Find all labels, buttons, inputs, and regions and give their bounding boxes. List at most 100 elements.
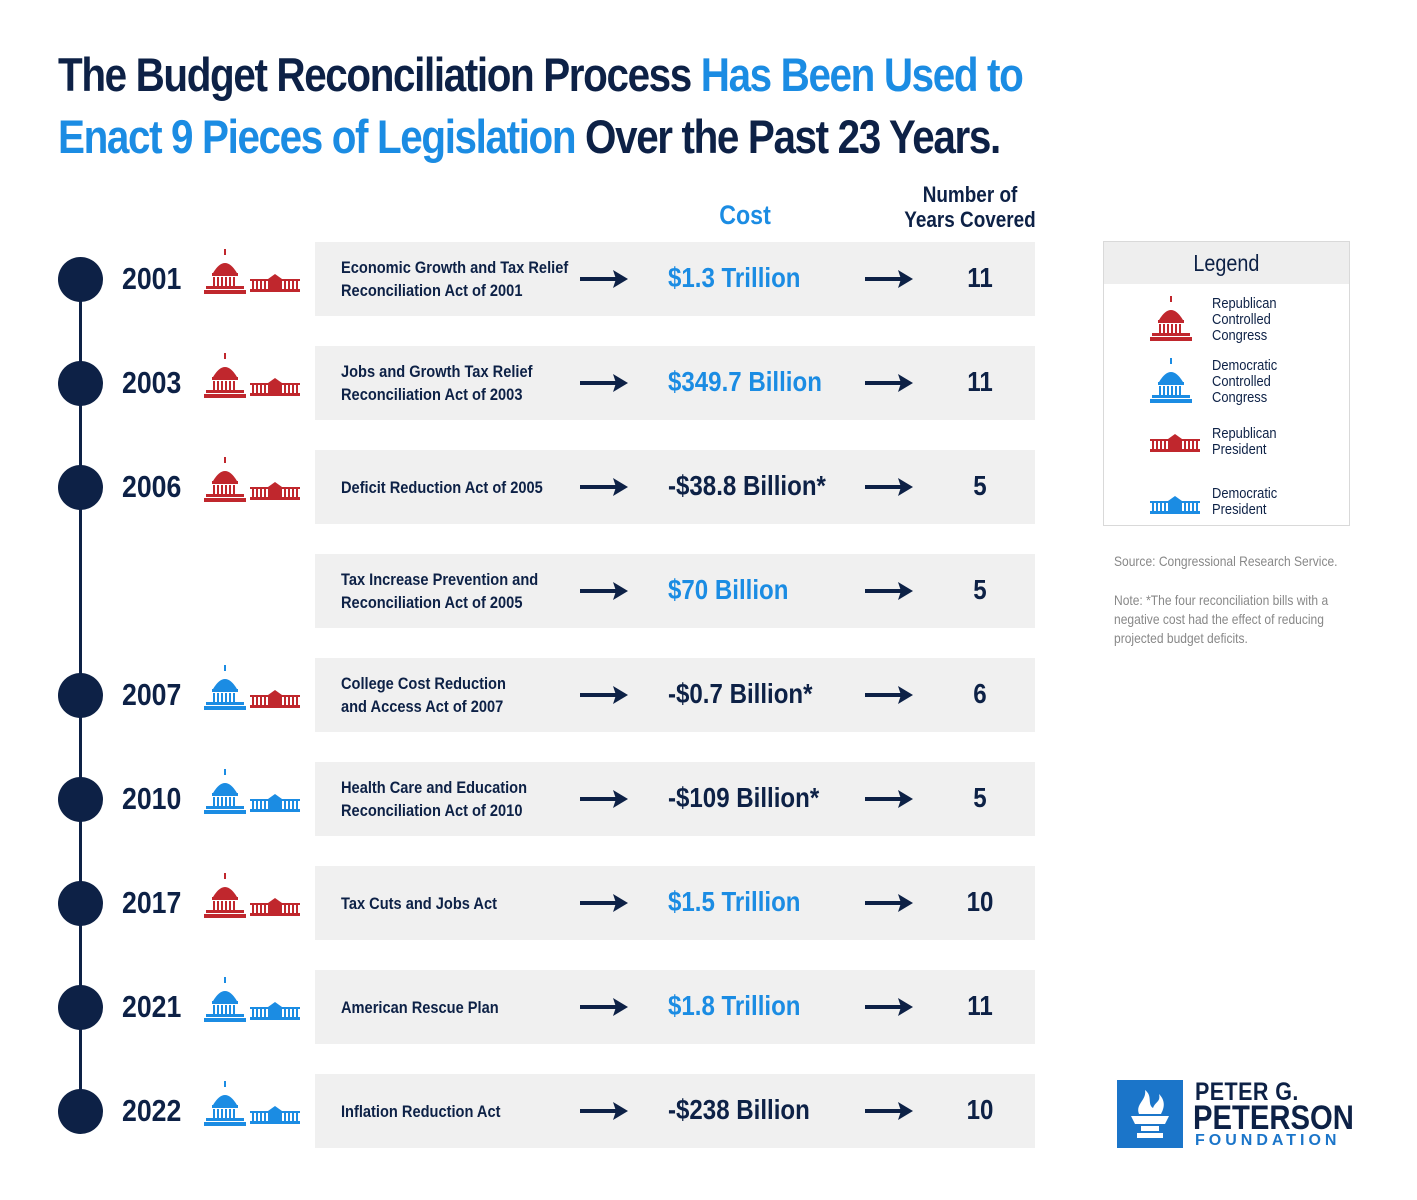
cost-value: -$238 Billion [668, 1094, 810, 1125]
legend-label-line: Democratic [1212, 357, 1278, 374]
legislation-name-line: Reconciliation Act of 2005 [341, 593, 523, 612]
legend-label: Democratic Controlled Congress [1212, 358, 1277, 406]
capitol-icon [1150, 296, 1192, 347]
timeline-dot [58, 881, 103, 926]
years-covered-value: 11 [967, 366, 993, 397]
timeline-dot [58, 673, 103, 718]
capitol-icon [204, 665, 246, 711]
legend-label-line: Democratic [1212, 485, 1278, 502]
legislation-name-line: Tax Cuts and Jobs Act [341, 893, 497, 913]
arrow-icon [865, 269, 915, 289]
years-covered-value: 5 [973, 782, 987, 813]
capitol-icon [204, 353, 246, 399]
cost-value: -$0.7 Billion* [668, 678, 813, 709]
source-note: Source: Congressional Research Service. [1114, 553, 1338, 569]
table-row [315, 1074, 1035, 1148]
legislation-name-line: Reconciliation Act of 2001 [341, 281, 523, 300]
legend-label-line: Republican [1212, 425, 1277, 442]
timeline-dot [58, 465, 103, 510]
timeline-dot [58, 1089, 103, 1134]
cost-column-header: Cost [719, 200, 771, 230]
title-part-3: Enact 9 Pieces of Legislation [58, 110, 577, 163]
legislation-name: Health Care and Education Reconciliation … [341, 776, 547, 822]
peterson-foundation-logo: PETER G. PETERSON FOUNDATION [1117, 1078, 1357, 1150]
arrow-icon [865, 581, 915, 601]
logo-line-2: PETERSON [1193, 1099, 1354, 1137]
table-row [315, 242, 1035, 316]
row-year: 2021 [122, 989, 182, 1024]
white-house-icon [250, 794, 300, 812]
table-row [315, 658, 1035, 732]
legend-label-line: Controlled [1212, 311, 1271, 328]
arrow-icon [580, 997, 630, 1017]
legislation-name: Tax Cuts and Jobs Act [341, 892, 547, 915]
arrow-icon [865, 373, 915, 393]
table-row [315, 450, 1035, 524]
arrow-icon [580, 1101, 630, 1121]
legend-label-line: Congress [1212, 327, 1268, 344]
title-part-2: Has Been Used to [700, 48, 1024, 101]
legend-label-line: Republican [1212, 295, 1277, 312]
legislation-name-line: Jobs and Growth Tax Relief [341, 362, 533, 381]
cost-value: -$109 Billion* [668, 782, 820, 813]
cost-value: $1.5 Trillion [668, 886, 801, 917]
legend-label: Democratic President [1212, 486, 1277, 518]
row-year: 2001 [122, 261, 182, 296]
arrow-icon [865, 893, 915, 913]
legislation-name-line: Reconciliation Act of 2010 [341, 801, 523, 820]
white-house-icon [250, 898, 300, 916]
arrow-icon [580, 373, 630, 393]
logo-line-1: PETER G. [1195, 1078, 1299, 1106]
footnote: Note: *The four reconciliation bills wit… [1114, 592, 1329, 646]
timeline-dot [58, 361, 103, 406]
cost-value: $349.7 Billion [668, 366, 822, 397]
legislation-name: American Rescue Plan [341, 996, 547, 1019]
legislation-name-line: American Rescue Plan [341, 997, 499, 1017]
years-covered-value: 11 [967, 262, 993, 293]
cost-value: $1.3 Trillion [668, 262, 801, 293]
arrow-icon [580, 789, 630, 809]
legend-label-line: Congress [1212, 389, 1268, 406]
capitol-icon [204, 457, 246, 503]
white-house-icon [250, 274, 300, 292]
legislation-name-line: Tax Increase Prevention and [341, 570, 539, 589]
legislation-name: Tax Increase Prevention and Reconciliatio… [341, 568, 547, 614]
arrow-icon [580, 477, 630, 497]
legislation-name: Deficit Reduction Act of 2005 [341, 476, 547, 499]
row-year: 2003 [122, 365, 182, 400]
row-year: 2007 [122, 677, 182, 712]
capitol-icon [204, 873, 246, 919]
years-column-header: Number of Years Covered [899, 182, 1040, 232]
timeline-dot [58, 985, 103, 1030]
legend-label: Republican President [1212, 426, 1277, 458]
years-header-line-2: Years Covered [904, 207, 1036, 232]
years-covered-value: 5 [973, 574, 987, 605]
arrow-icon [580, 581, 630, 601]
table-row [315, 866, 1035, 940]
title-part-4: Over the Past 23 Years. [575, 110, 1001, 163]
page-title: The Budget Reconciliation Process Has Be… [58, 44, 1090, 168]
legislation-name: Jobs and Growth Tax Relief Reconciliation… [341, 360, 547, 406]
legend-label-line: President [1212, 501, 1267, 518]
years-covered-value: 5 [973, 470, 987, 501]
row-year: 2017 [122, 885, 182, 920]
row-year: 2010 [122, 781, 182, 816]
arrow-icon [580, 893, 630, 913]
legend: Legend Republican Controlled Congress Democ… [1103, 241, 1350, 526]
legend-item-republican-president: Republican President [1104, 424, 1349, 480]
white-house-icon [1150, 496, 1200, 519]
years-covered-value: 6 [973, 678, 987, 709]
legislation-name-line: Deficit Reduction Act of 2005 [341, 477, 543, 497]
legislation-name-line: and Access Act of 2007 [341, 697, 504, 716]
legislation-name-line: College Cost Reduction [341, 674, 506, 693]
row-year: 2022 [122, 1093, 182, 1128]
arrow-icon [580, 269, 630, 289]
white-house-icon [250, 1106, 300, 1124]
timeline-dot [58, 257, 103, 302]
legend-item-democratic-president: Democratic President [1104, 484, 1349, 540]
legislation-name-line: Inflation Reduction Act [341, 1101, 501, 1121]
capitol-icon [204, 977, 246, 1023]
legend-title: Legend [1104, 242, 1349, 284]
legend-item-democratic-congress: Democratic Controlled Congress [1104, 356, 1349, 412]
years-header-line-1: Number of [922, 182, 1018, 207]
